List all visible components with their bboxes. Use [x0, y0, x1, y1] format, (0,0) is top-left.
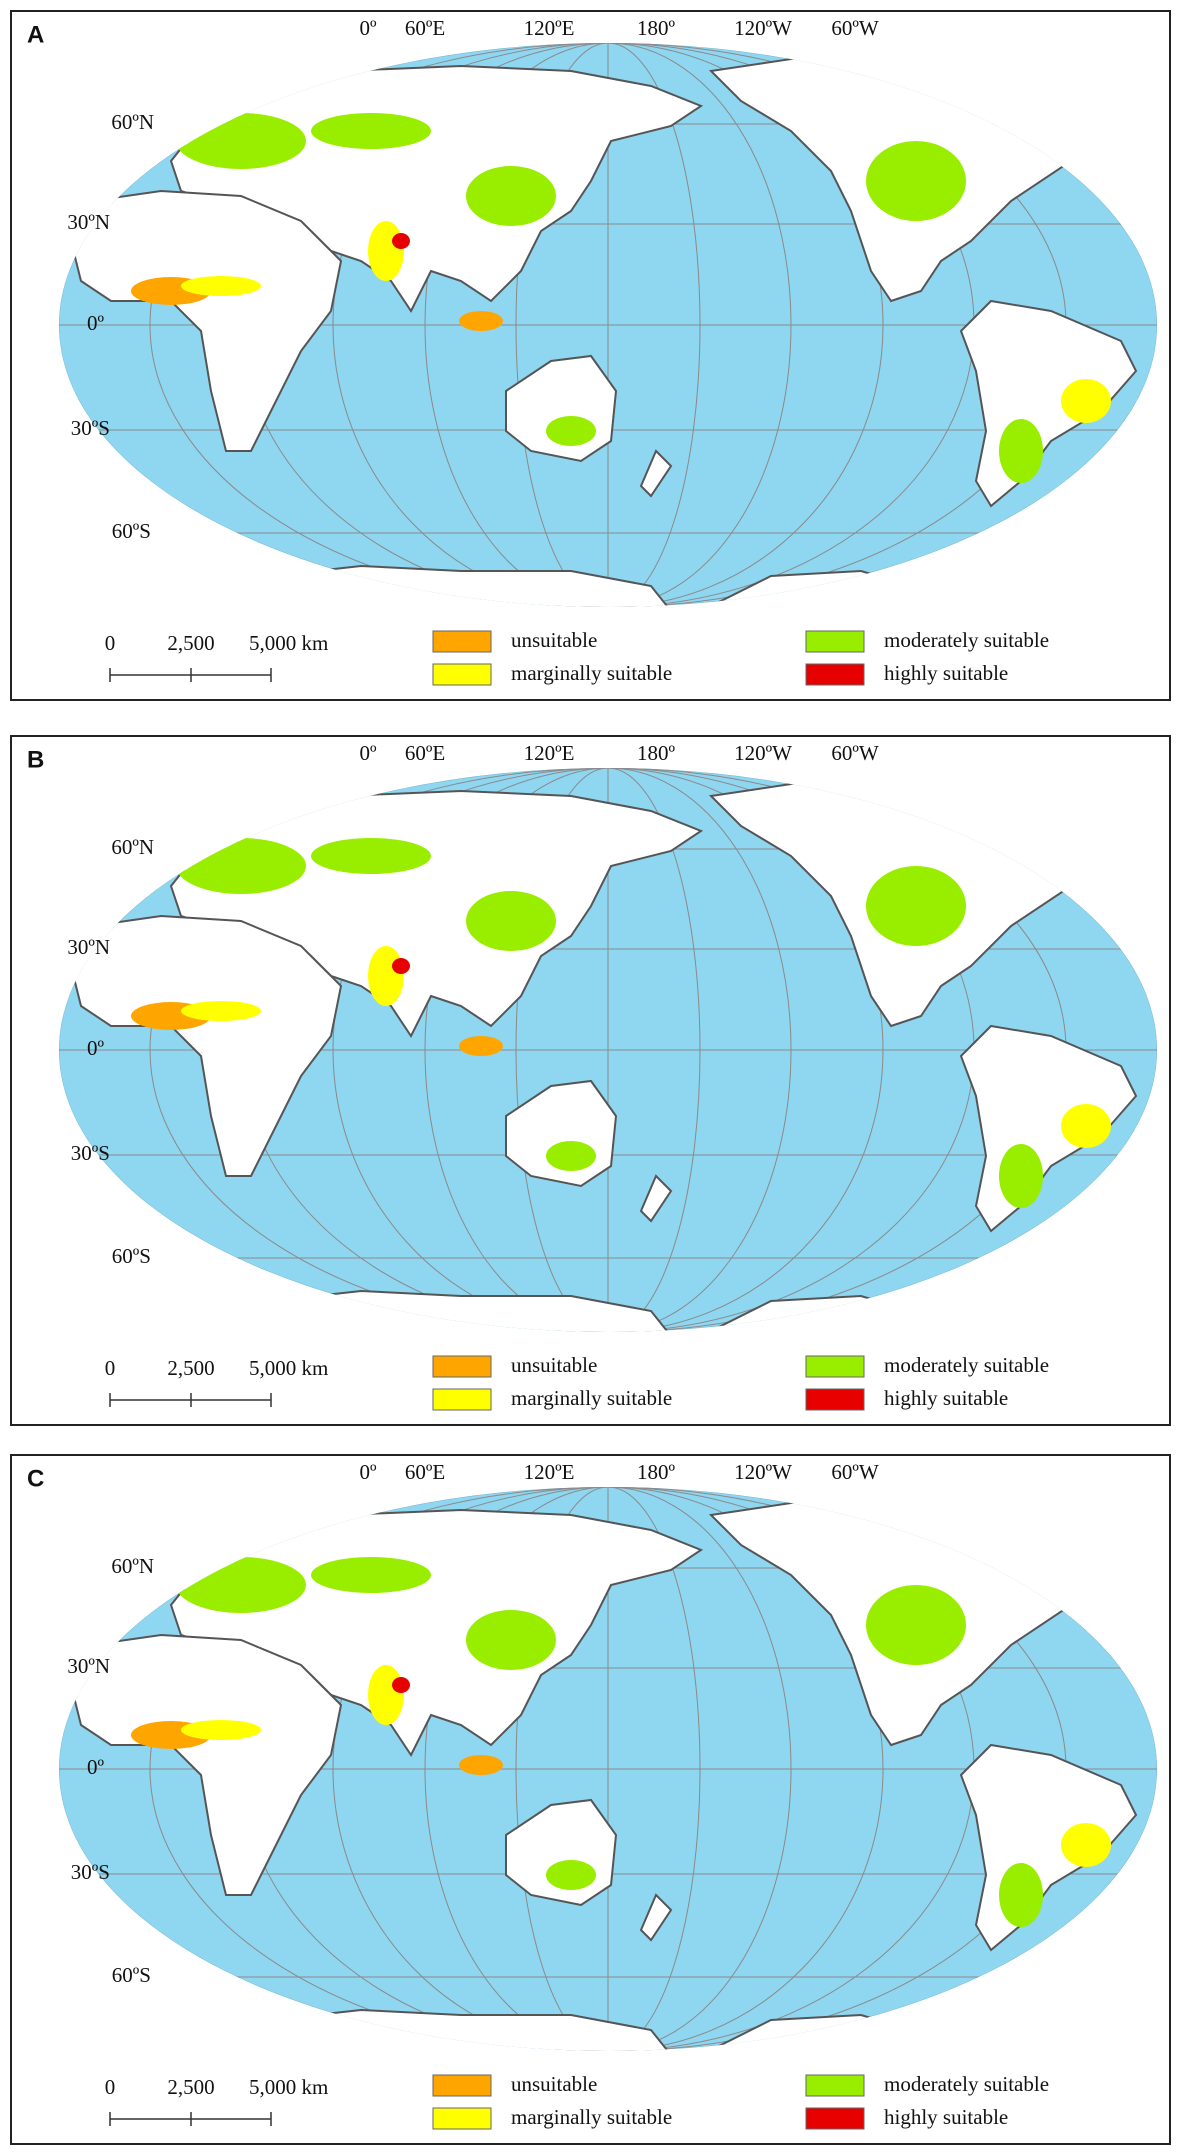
scale-label: 5,000 km: [249, 631, 328, 655]
legend-swatch: [432, 1388, 492, 1411]
legend-swatch: [432, 2107, 492, 2130]
longitude-label: 60ºW: [831, 16, 879, 40]
longitude-label: 60ºW: [831, 741, 879, 765]
legend-swatch: [432, 1355, 492, 1378]
legend-swatch: [432, 630, 492, 653]
longitude-label: 120ºE: [524, 1460, 575, 1484]
scale-label: 5,000 km: [249, 1356, 328, 1380]
longitude-label: 0º: [359, 741, 377, 765]
legend-label: highly suitable: [884, 2105, 1008, 2129]
map-panel: B 0º 60ºE 120ºE 180º 120ºW 60ºW 60ºN 30ºN 0º 30ºS 6…: [10, 735, 1171, 1426]
longitude-label: 120ºW: [734, 1460, 792, 1484]
longitude-label: 180º: [637, 16, 676, 40]
longitude-label: 180º: [637, 741, 676, 765]
map-panel: C 0º 60ºE 120ºE 180º 120ºW 60ºW 60ºN 30ºN 0º 30ºS 6…: [10, 1454, 1171, 2145]
latitude-label: 60ºS: [112, 1963, 151, 1987]
longitude-label: 120ºE: [524, 16, 575, 40]
legend-label: moderately suitable: [884, 628, 1049, 652]
longitude-label: 0º: [359, 16, 377, 40]
legend-label: unsuitable: [511, 628, 597, 652]
longitude-label: 120ºW: [734, 741, 792, 765]
panel-label: B: [27, 746, 44, 773]
latitude-label: 0º: [87, 1036, 105, 1060]
legend-swatch: [805, 1388, 865, 1411]
legend-label: moderately suitable: [884, 1353, 1049, 1377]
legend-label: marginally suitable: [511, 661, 672, 685]
longitude-label: 180º: [637, 1460, 676, 1484]
scale-label: 0: [105, 2075, 116, 2099]
latitude-label: 0º: [87, 311, 105, 335]
legend-swatch: [805, 663, 865, 686]
scale-label: 2,500: [167, 631, 214, 655]
legend-label: unsuitable: [511, 1353, 597, 1377]
latitude-label: 30ºN: [67, 210, 110, 234]
longitude-label: 120ºW: [734, 16, 792, 40]
legend-label: moderately suitable: [884, 2072, 1049, 2096]
scale-label: 2,500: [167, 1356, 214, 1380]
legend-swatch: [805, 2074, 865, 2097]
latitude-label: 30ºN: [67, 1654, 110, 1678]
latitude-label: 60ºS: [112, 1244, 151, 1268]
longitude-label: 120ºE: [524, 741, 575, 765]
longitude-label: 60ºE: [405, 16, 445, 40]
scale-label: 5,000 km: [249, 2075, 328, 2099]
scale-label: 0: [105, 631, 116, 655]
legend-swatch: [805, 630, 865, 653]
latitude-label: 30ºS: [71, 416, 110, 440]
latitude-label: 30ºN: [67, 935, 110, 959]
longitude-label: 60ºW: [831, 1460, 879, 1484]
legend-label: highly suitable: [884, 661, 1008, 685]
legend-swatch: [432, 663, 492, 686]
latitude-label: 0º: [87, 1755, 105, 1779]
map-panel: A 0º 60ºE 120ºE 180º 120ºW 60ºW 60ºN 30ºN 0º 30ºS 6…: [10, 10, 1171, 701]
legend-swatch: [432, 2074, 492, 2097]
latitude-label: 60ºN: [111, 835, 154, 859]
latitude-label: 60ºS: [112, 519, 151, 543]
longitude-label: 0º: [359, 1460, 377, 1484]
legend-swatch: [805, 2107, 865, 2130]
legend-label: marginally suitable: [511, 1386, 672, 1410]
latitude-label: 60ºN: [111, 110, 154, 134]
legend-label: unsuitable: [511, 2072, 597, 2096]
latitude-label: 30ºS: [71, 1860, 110, 1884]
legend-swatch: [805, 1355, 865, 1378]
longitude-label: 60ºE: [405, 741, 445, 765]
panel-label: C: [27, 1465, 44, 1492]
panel-label: A: [27, 21, 44, 48]
legend-label: highly suitable: [884, 1386, 1008, 1410]
latitude-label: 60ºN: [111, 1554, 154, 1578]
latitude-label: 30ºS: [71, 1141, 110, 1165]
scale-label: 2,500: [167, 2075, 214, 2099]
legend-label: marginally suitable: [511, 2105, 672, 2129]
scale-label: 0: [105, 1356, 116, 1380]
longitude-label: 60ºE: [405, 1460, 445, 1484]
